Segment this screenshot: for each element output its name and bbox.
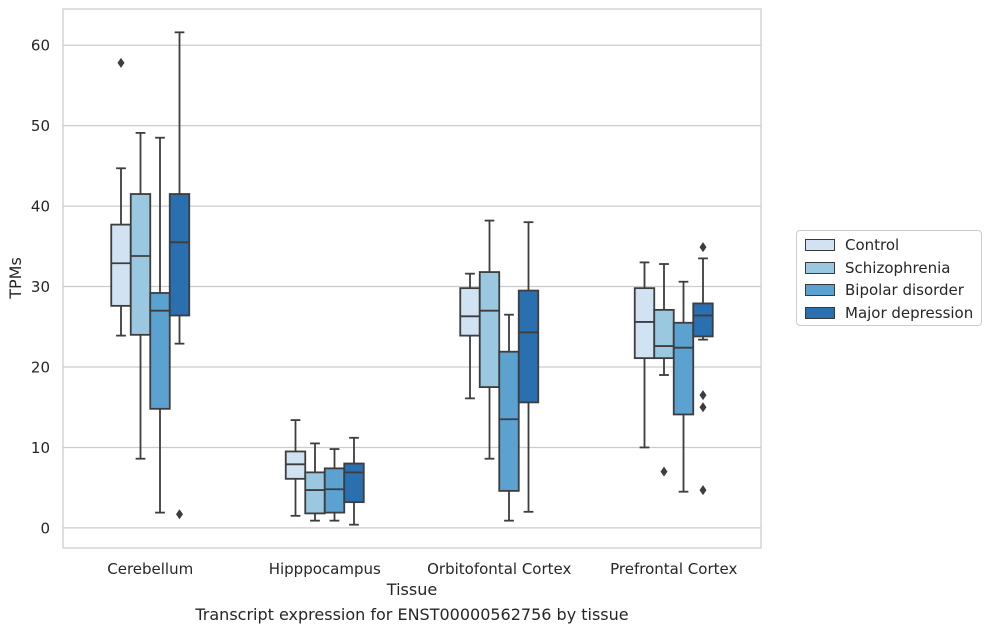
box-2-0 [149, 136, 171, 514]
legend-item-control: Control [805, 235, 899, 255]
box-body [343, 462, 365, 504]
y-tick-label: 30 [31, 278, 50, 296]
legend: Control Schizophrenia Bipolar disorder M… [796, 230, 982, 326]
legend-label: Major depression [845, 304, 974, 322]
grid-lines [63, 44, 761, 529]
x-tick-label: Hipppocampus [269, 560, 381, 578]
box-2-2 [498, 313, 520, 522]
box-1-0 [129, 131, 152, 460]
box-body [149, 292, 171, 410]
box-1-2 [478, 219, 501, 460]
box-0-3 [633, 261, 656, 449]
outlier-point [699, 485, 707, 496]
legend-label: Control [845, 236, 900, 254]
box-1-1 [304, 442, 326, 522]
outlier-point [699, 242, 707, 253]
box-1-3 [653, 263, 675, 477]
x-tick-label: Orbitofontal Cortex [427, 560, 571, 578]
box-body [633, 287, 656, 360]
legend-label: Bipolar disorder [845, 281, 964, 299]
box-body [110, 223, 132, 307]
box-0-1 [284, 419, 307, 517]
box-body [692, 302, 714, 338]
box-group [110, 31, 714, 526]
box-body [672, 321, 695, 416]
y-tick-labels: 0 10 20 30 40 50 60 [31, 37, 50, 538]
box-0-0 [110, 57, 132, 337]
legend-item-major-depression: Major depression [805, 303, 973, 323]
box-2-1 [323, 448, 346, 522]
outlier-point [699, 390, 707, 401]
outlier-point [699, 402, 707, 413]
legend-item-bipolar-disorder: Bipolar disorder [805, 280, 964, 300]
y-tick-label: 20 [31, 358, 50, 376]
outlier-point [660, 466, 668, 477]
box-body [653, 308, 675, 360]
outlier-point [117, 57, 125, 68]
box-body [168, 193, 191, 317]
legend-swatch [805, 284, 835, 296]
figure-caption: Transcript expression for ENST0000056275… [195, 605, 629, 624]
box-body [304, 471, 326, 515]
legend-swatch [805, 262, 835, 274]
y-tick-label: 10 [31, 439, 50, 457]
box-3-2 [517, 221, 540, 513]
box-3-0 [168, 31, 191, 520]
y-axis-label: TPMs [6, 257, 25, 300]
box-body [478, 271, 501, 389]
box-body [323, 467, 346, 514]
legend-swatch [805, 239, 835, 251]
x-axis-label: Tissue [386, 580, 437, 599]
y-tick-label: 0 [40, 519, 50, 537]
box-3-1 [343, 436, 365, 526]
legend-label: Schizophrenia [845, 259, 951, 277]
box-0-2 [459, 272, 481, 400]
legend-swatch [805, 307, 835, 319]
box-body [129, 193, 152, 336]
box-3-3 [692, 242, 714, 496]
box-body [517, 289, 540, 404]
y-tick-label: 50 [31, 117, 50, 135]
box-2-3 [672, 280, 695, 493]
x-tick-label: Prefrontal Cortex [610, 560, 737, 578]
x-tick-labels: Cerebellum Hipppocampus Orbitofontal Corte… [107, 560, 737, 578]
y-tick-label: 40 [31, 198, 50, 216]
box-body [459, 287, 481, 337]
plot-frame [62, 8, 762, 549]
legend-item-schizophrenia: Schizophrenia [805, 258, 950, 278]
x-tick-label: Cerebellum [107, 560, 193, 578]
outlier-point [176, 509, 183, 520]
box-body [498, 350, 520, 492]
y-tick-label: 60 [31, 37, 50, 55]
